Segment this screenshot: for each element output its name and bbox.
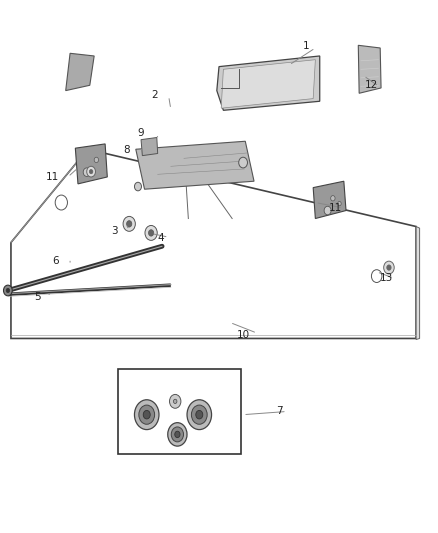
Circle shape [123, 216, 135, 231]
Circle shape [175, 431, 180, 438]
Circle shape [148, 230, 154, 236]
Circle shape [196, 410, 203, 419]
Polygon shape [313, 181, 346, 219]
Circle shape [145, 225, 157, 240]
Circle shape [143, 410, 150, 419]
Text: 4: 4 [158, 233, 165, 243]
Circle shape [170, 394, 181, 408]
Circle shape [239, 157, 247, 168]
Text: 3: 3 [111, 227, 118, 236]
Text: 13: 13 [380, 273, 393, 283]
Circle shape [139, 405, 155, 424]
Text: 8: 8 [124, 146, 131, 155]
Text: 2: 2 [151, 90, 158, 100]
Polygon shape [358, 45, 381, 93]
Polygon shape [141, 138, 158, 156]
Polygon shape [66, 53, 94, 91]
Text: 6: 6 [52, 256, 59, 266]
Text: 12: 12 [365, 80, 378, 90]
Polygon shape [217, 56, 320, 110]
Text: 9: 9 [138, 128, 145, 138]
Circle shape [134, 400, 159, 430]
Circle shape [6, 288, 10, 293]
Circle shape [387, 265, 391, 270]
Text: 11: 11 [329, 203, 342, 213]
Polygon shape [136, 141, 254, 189]
Polygon shape [221, 60, 315, 108]
Circle shape [324, 206, 331, 215]
Text: 11: 11 [46, 172, 59, 182]
Bar [118, 369, 241, 454]
Circle shape [134, 182, 141, 191]
Text: 7: 7 [276, 407, 283, 416]
Circle shape [384, 261, 394, 274]
Circle shape [171, 427, 184, 442]
Circle shape [127, 221, 132, 227]
Text: 10: 10 [237, 330, 250, 340]
Polygon shape [416, 227, 420, 340]
Text: 5: 5 [34, 292, 41, 302]
Circle shape [168, 423, 187, 446]
Circle shape [191, 405, 207, 424]
Circle shape [83, 168, 90, 176]
Circle shape [87, 166, 95, 177]
Circle shape [89, 169, 93, 174]
Circle shape [338, 201, 341, 206]
Text: 1: 1 [303, 42, 310, 51]
Circle shape [173, 399, 177, 403]
Circle shape [4, 285, 12, 296]
Circle shape [94, 157, 99, 163]
Circle shape [187, 400, 212, 430]
Circle shape [331, 196, 335, 201]
Polygon shape [75, 144, 107, 184]
